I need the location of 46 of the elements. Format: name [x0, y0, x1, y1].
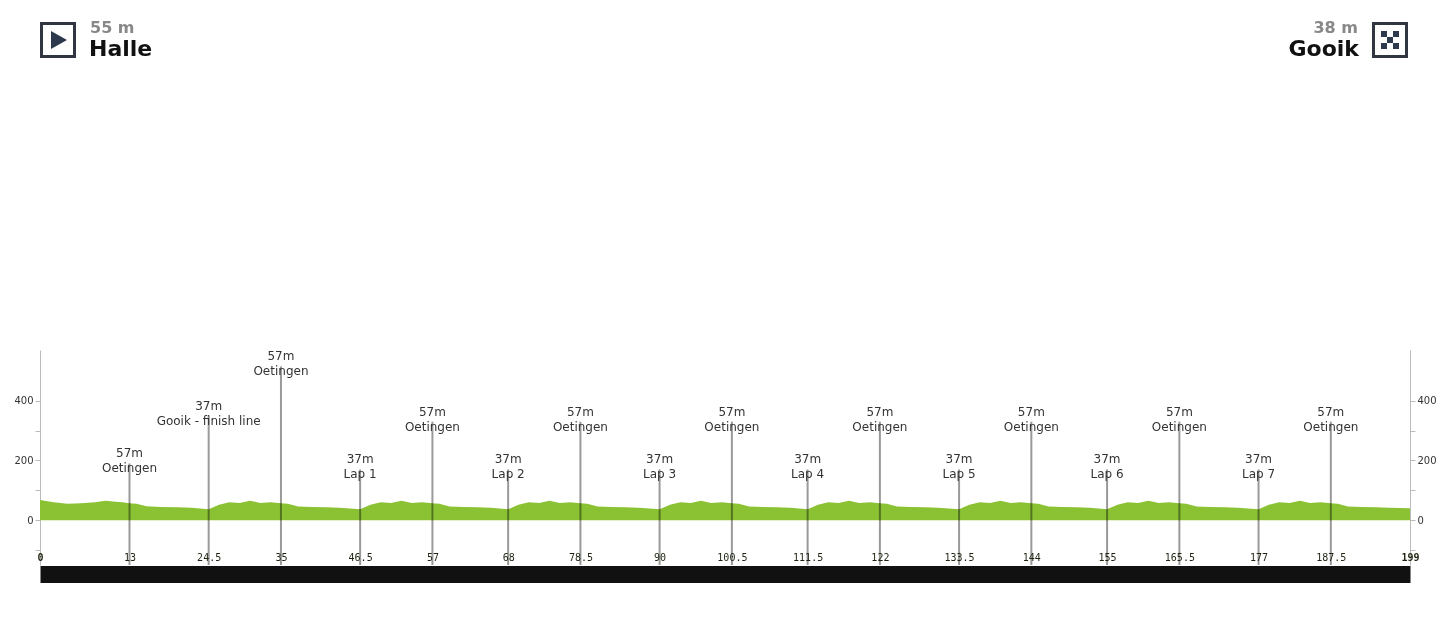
x-tick-label: 187.5 — [1316, 551, 1347, 563]
ref-line-label: 37m Lap 1 — [343, 452, 377, 482]
ref-line-label: 57m Oetingen — [101, 446, 158, 476]
x-tick-label: 100.5 — [717, 551, 748, 563]
y2-tick-label: 200 — [1417, 454, 1437, 466]
x-tick-label: 68 — [502, 551, 515, 563]
x-tick-label: 90 — [654, 551, 667, 563]
x-tick-label: 155 — [1098, 551, 1117, 563]
ref-line-label: 57m Oetingen — [552, 404, 608, 434]
x-tick-label: 35 — [275, 551, 288, 563]
x-tick-label: 177 — [1250, 551, 1269, 563]
x-tick-label: 165.5 — [1164, 551, 1195, 563]
y2-tick-label: 400 — [1417, 395, 1437, 407]
x-tick-label: 24.5 — [197, 551, 222, 563]
ref-line-label: 37m Lap 2 — [491, 452, 525, 482]
ref-line-label: 57m Oetingen — [404, 404, 460, 434]
text: 55 m — [90, 18, 135, 37]
ref-line-label: 37m Lap 3 — [643, 452, 677, 482]
text: Halle — [89, 36, 153, 61]
y2-tick-label: 0 — [1417, 514, 1424, 526]
ref-line-label: 37m Lap 5 — [942, 452, 976, 482]
ref-line-label: 37m Lap 7 — [1241, 452, 1276, 482]
text: Gooik — [1288, 36, 1359, 61]
ref-line-label: 37m Gooik - finish line — [156, 398, 261, 428]
y-tick-label: 0 — [27, 514, 34, 526]
ref-line-label: 57m Oetingen — [1303, 404, 1359, 434]
text: 38 m — [1313, 18, 1358, 37]
ref-line-label: 37m Lap 6 — [1090, 452, 1124, 482]
x-tick-label: 133.5 — [944, 551, 975, 563]
x-tick-label: 46.5 — [348, 551, 373, 563]
x-tick-label: 0 — [37, 551, 44, 563]
ref-line-label: 57m Oetingen — [852, 404, 908, 434]
x-tick-label: 111.5 — [793, 551, 824, 563]
ref-line-label: 57m Oetingen — [704, 404, 760, 434]
x-tick-label: 13 — [123, 551, 137, 563]
ref-line-label: 57m Oetingen — [1151, 404, 1207, 434]
x-tick-label: 57 — [426, 551, 439, 563]
x-tick-label: 78.5 — [568, 551, 593, 563]
y-tick-label: 400 — [14, 395, 34, 407]
x-tick-label: 144 — [1022, 551, 1041, 563]
y-tick-label: 200 — [14, 454, 34, 466]
ref-line-label: 37m Lap 4 — [791, 452, 825, 482]
x-tick-label: 199 — [1401, 551, 1420, 563]
ref-line-label: 57m Oetingen — [1003, 404, 1059, 434]
x-tick-label: 122 — [871, 551, 890, 563]
ref-line-label: 57m Oetingen — [253, 349, 309, 379]
